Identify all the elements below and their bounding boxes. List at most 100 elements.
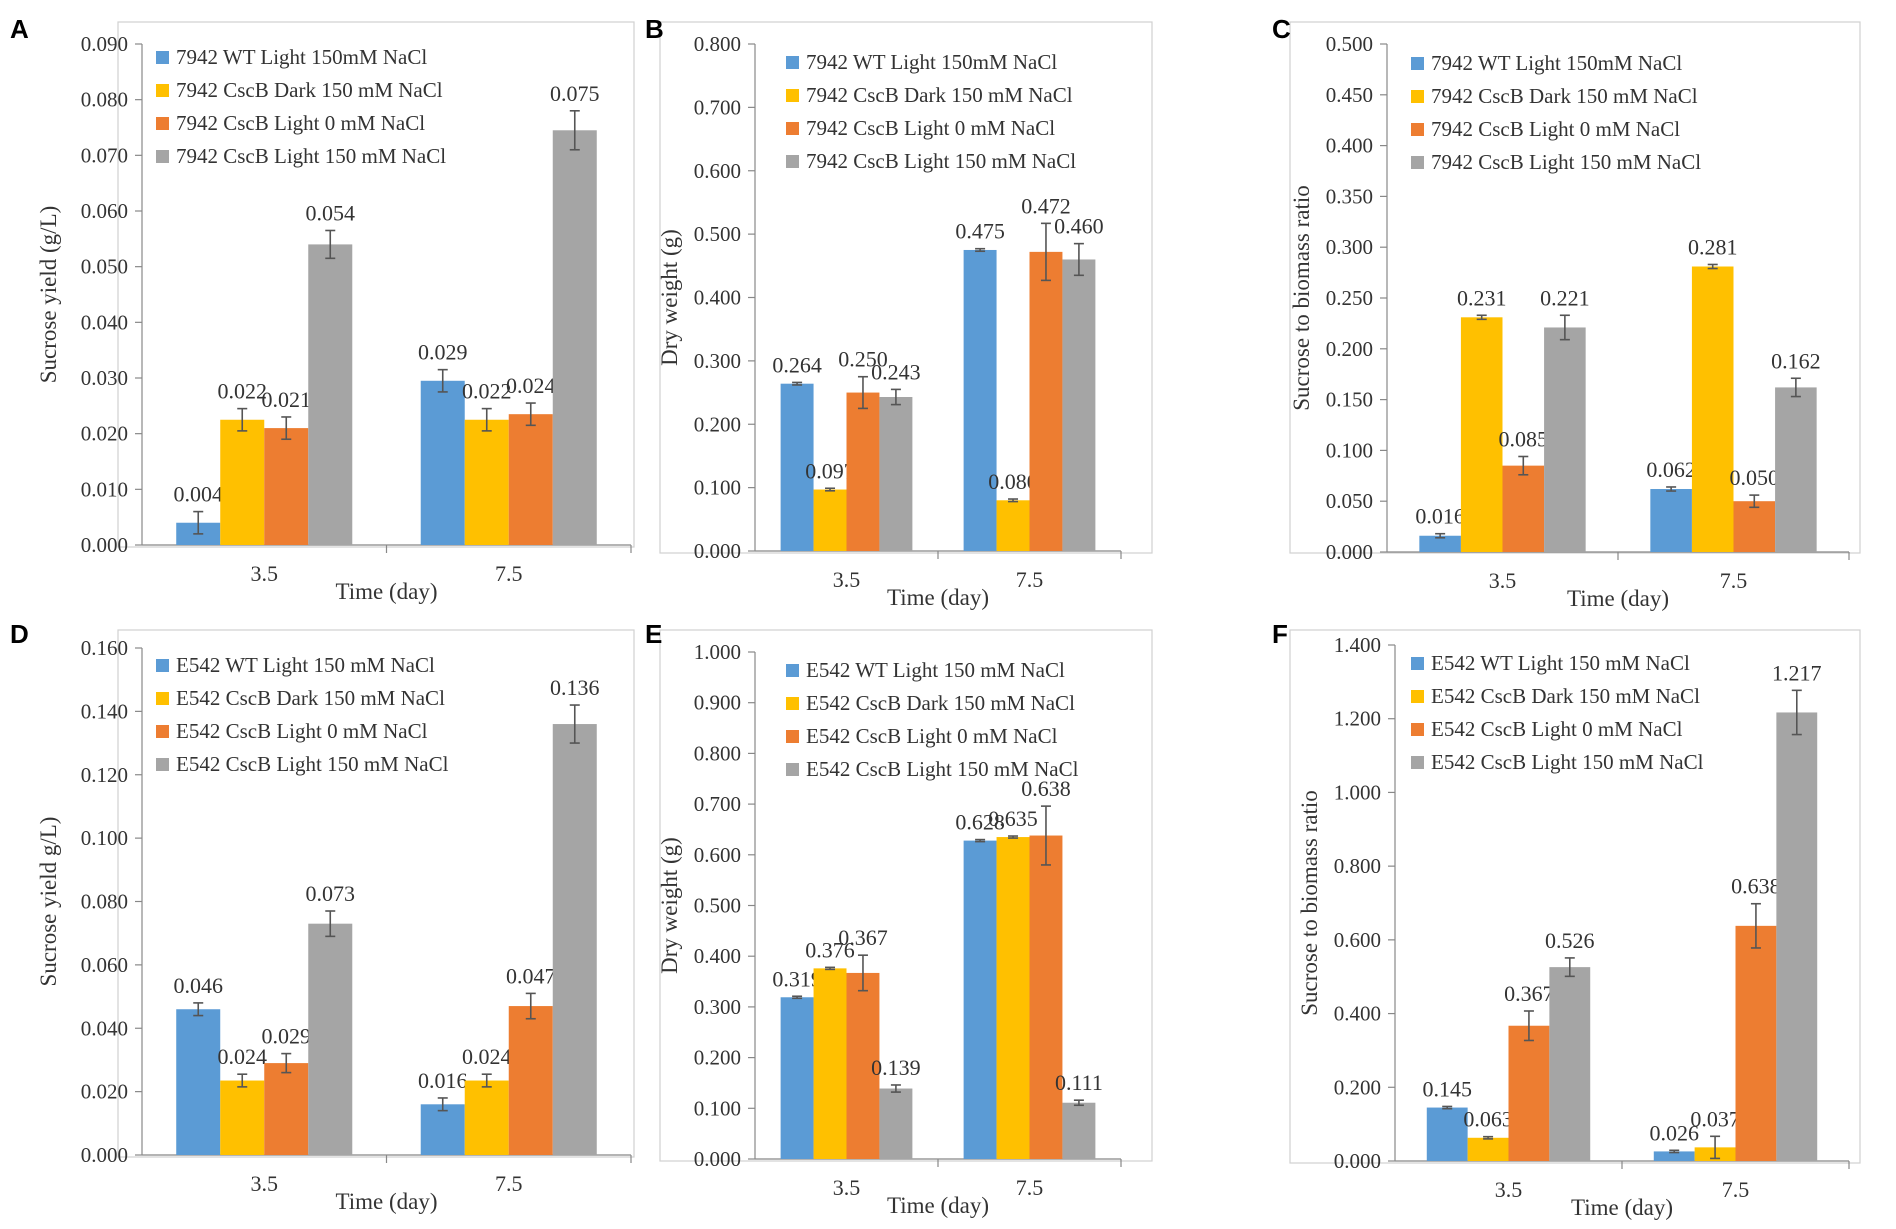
data-label: 0.162 — [1771, 348, 1821, 373]
y-axis-label: Sucrose to biomass ratio — [1297, 790, 1322, 1016]
y-tick-label: 0.800 — [1334, 854, 1381, 878]
data-label: 0.004 — [173, 482, 223, 507]
x-tick-label: 3.5 — [1489, 568, 1517, 593]
y-tick-label: 0.120 — [81, 763, 128, 787]
data-label: 0.029 — [418, 340, 468, 365]
panel-letter: A — [10, 14, 29, 44]
data-label: 0.526 — [1545, 928, 1595, 953]
legend-swatch — [1411, 156, 1424, 169]
y-tick-label: 1.200 — [1334, 707, 1381, 731]
panel-letter: B — [645, 14, 664, 44]
data-label: 0.029 — [262, 1024, 312, 1049]
y-tick-label: 0.000 — [81, 1143, 128, 1167]
data-label: 0.472 — [1021, 193, 1071, 218]
y-tick-label: 0.100 — [1326, 438, 1373, 462]
x-tick-label: 7.5 — [1720, 568, 1748, 593]
data-label: 0.281 — [1688, 234, 1738, 259]
x-axis-label: Time (day) — [1571, 1195, 1673, 1220]
data-label: 0.085 — [1499, 426, 1549, 451]
data-label: 0.136 — [550, 675, 600, 700]
bar-b-s2-c1 — [813, 489, 847, 551]
data-label: 0.063 — [1463, 1107, 1513, 1132]
x-tick-label: 7.5 — [495, 561, 523, 586]
data-label: 0.026 — [1649, 1120, 1699, 1145]
data-label: 0.460 — [1054, 214, 1104, 239]
legend-swatch — [1411, 90, 1424, 103]
y-tick-label: 0.200 — [694, 1046, 741, 1070]
panel-a: A 0.000 0.010 0.020 0.030 0.040 0.050 0.060 0.07… — [10, 14, 635, 604]
y-tick-label: 0.300 — [694, 995, 741, 1019]
bar-c-s4-c1 — [1544, 327, 1586, 552]
bar-c-s3-c1 — [1502, 465, 1545, 552]
data-label: 0.021 — [262, 387, 312, 412]
legend-entry: E542 CscB Light 0 mM NaCl — [1431, 717, 1683, 741]
bar-d-s2-c2 — [464, 1080, 509, 1155]
bar-c-s1-c1 — [1419, 535, 1461, 552]
legend-entry: 7942 CscB Light 0 mM NaCl — [806, 116, 1055, 140]
data-label: 0.367 — [1504, 981, 1554, 1006]
chart-frame — [1289, 21, 1861, 554]
y-tick-label: 0.700 — [694, 95, 741, 119]
data-label: 0.139 — [871, 1055, 921, 1080]
legend-entry: E542 CscB Light 0 mM NaCl — [806, 724, 1058, 748]
bar-d-s3-c2 — [508, 1006, 553, 1155]
legend-entry: 7942 CscB Light 150 mM NaCl — [806, 149, 1076, 173]
data-label: 0.050 — [1730, 465, 1780, 490]
legend-swatch — [156, 725, 169, 738]
data-label: 0.016 — [1415, 504, 1465, 529]
bar-a-s2-c1 — [220, 419, 265, 545]
panel-letter: F — [1272, 619, 1288, 649]
x-tick-label: 3.5 — [833, 1175, 861, 1200]
bar-e-s4-c1 — [879, 1088, 913, 1159]
legend-entry: 7942 WT Light 150mM NaCl — [806, 50, 1057, 74]
data-label: 0.022 — [462, 379, 512, 404]
y-tick-label: 0.400 — [694, 286, 741, 310]
data-label: 0.037 — [1690, 1106, 1740, 1131]
bar-a-s2-c2 — [464, 419, 509, 545]
legend-entry: 7942 CscB Light 0 mM NaCl — [1431, 117, 1680, 141]
legend-swatch — [786, 89, 799, 102]
bar-b-s4-c2 — [1062, 259, 1096, 551]
data-label: 0.145 — [1422, 1076, 1472, 1101]
legend-swatch — [1411, 657, 1424, 670]
y-tick-label: 0.450 — [1326, 83, 1373, 107]
data-label: 1.217 — [1772, 660, 1822, 685]
y-tick-label: 0.060 — [81, 953, 128, 977]
data-label: 0.024 — [217, 1044, 267, 1069]
x-tick-label: 7.5 — [1016, 1175, 1044, 1200]
y-tick-label: 0.100 — [694, 1096, 741, 1120]
data-label: 0.075 — [550, 81, 600, 106]
y-tick-label: 0.060 — [81, 199, 128, 223]
chart-frame — [117, 629, 635, 1158]
data-label: 0.046 — [173, 973, 223, 998]
data-label: 0.062 — [1646, 457, 1696, 482]
y-tick-label: 0.500 — [694, 222, 741, 246]
data-label: 0.376 — [805, 937, 855, 962]
panel-b: B 0.000 0.100 0.200 0.300 0.400 0.500 0.600 0.70… — [645, 14, 1153, 610]
legend-entry: 7942 CscB Light 0 mM NaCl — [176, 111, 425, 135]
legend-swatch — [786, 664, 799, 677]
y-tick-label: 0.200 — [1334, 1075, 1381, 1099]
legend-swatch — [156, 84, 169, 97]
x-tick-label: 3.5 — [1495, 1177, 1523, 1202]
legend-swatch — [786, 730, 799, 743]
legend-entry: 7942 CscB Dark 150 mM NaCl — [176, 78, 443, 102]
data-label: 0.367 — [838, 925, 888, 950]
bar-b-s3-c2 — [1029, 251, 1063, 551]
x-axis-label: Time (day) — [887, 1193, 989, 1218]
bar-d-s1-c1 — [176, 1009, 221, 1155]
legend-entry: 7942 WT Light 150mM NaCl — [176, 45, 427, 69]
legend-entry: E542 WT Light 150 mM NaCl — [176, 653, 435, 677]
legend-entry: E542 CscB Light 150 mM NaCl — [176, 752, 449, 776]
bar-e-s3-c1 — [846, 972, 880, 1159]
legend-swatch — [786, 122, 799, 135]
bar-f-s4-c1 — [1549, 967, 1591, 1161]
legend-swatch — [1411, 123, 1424, 136]
y-tick-label: 0.100 — [694, 476, 741, 500]
y-tick-label: 0.200 — [1326, 337, 1373, 361]
legend-entry: 7942 CscB Dark 150 mM NaCl — [806, 83, 1073, 107]
y-tick-label: 0.600 — [694, 159, 741, 183]
y-tick-label: 0.300 — [694, 349, 741, 373]
bar-f-s3-c2 — [1735, 925, 1777, 1161]
y-tick-label: 0.090 — [81, 32, 128, 56]
